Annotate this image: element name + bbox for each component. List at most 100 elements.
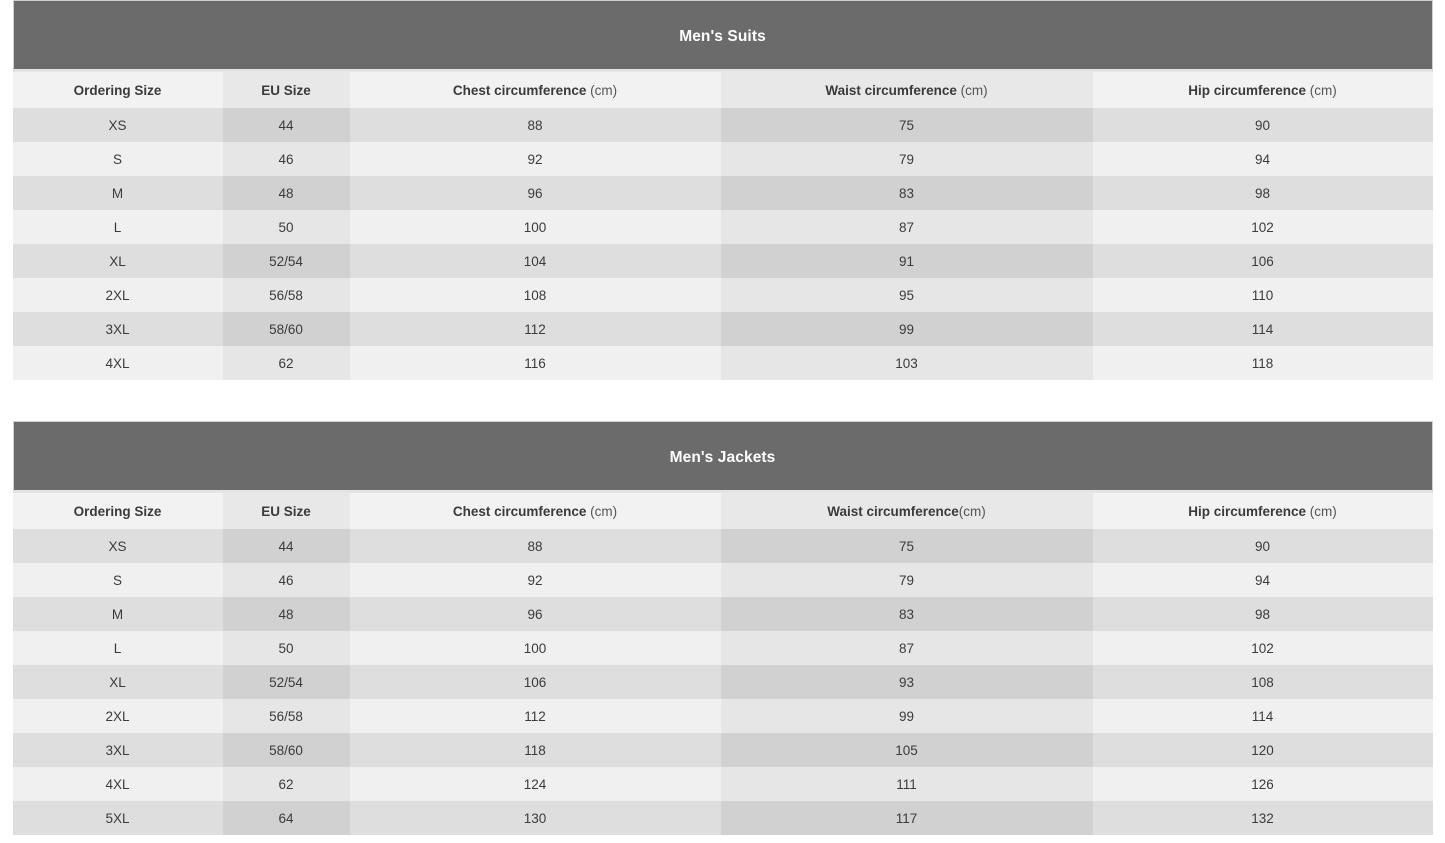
column-header-label: EU Size — [261, 82, 311, 98]
column-header-label: Hip circumference — [1188, 82, 1307, 98]
ordering-size-cell: XL — [12, 244, 223, 278]
measurement-cell: 132 — [1092, 801, 1433, 835]
ordering-size-cell: S — [12, 563, 223, 597]
ordering-size-cell: L — [12, 631, 223, 665]
column-header-label: Chest circumference — [452, 82, 587, 98]
table-row: L 50 100 87 102 — [12, 631, 1433, 665]
measurement-cell: 83 — [720, 597, 1093, 631]
column-header-label: Ordering Size — [73, 503, 162, 519]
measurement-cell: 114 — [1092, 699, 1433, 733]
measurement-cell: 95 — [720, 278, 1093, 312]
measurement-cell: 110 — [1092, 278, 1433, 312]
table-row: L 50 100 87 102 — [12, 210, 1433, 244]
measurement-cell: 116 — [349, 346, 721, 380]
column-header: EU Size — [222, 72, 350, 108]
table-row: S 46 92 79 94 — [12, 563, 1433, 597]
table-row: 2XL 56/58 108 95 110 — [12, 278, 1433, 312]
measurement-cell: 62 — [222, 767, 350, 801]
measurement-cell: 99 — [720, 699, 1093, 733]
size-table: Ordering Size EU Size Chest circumference … — [12, 493, 1433, 835]
column-header: EU Size — [222, 493, 350, 529]
table-row: 2XL 56/58 112 99 114 — [12, 699, 1433, 733]
table-title: Men's Jackets — [12, 421, 1433, 493]
measurement-cell: 50 — [222, 210, 350, 244]
table-row: S 46 92 79 94 — [12, 142, 1433, 176]
measurement-cell: 58/60 — [222, 733, 350, 767]
measurement-cell: 108 — [1092, 665, 1433, 699]
column-header: Hip circumference (cm) — [1092, 493, 1433, 529]
ordering-size-cell: XL — [12, 665, 223, 699]
ordering-size-cell: 5XL — [12, 801, 223, 835]
ordering-size-cell: 4XL — [12, 767, 223, 801]
ordering-size-cell: 3XL — [12, 733, 223, 767]
measurement-cell: 100 — [349, 631, 721, 665]
column-header-unit: (cm) — [586, 503, 618, 519]
table-row: XS 44 88 75 90 — [12, 108, 1433, 142]
measurement-cell: 87 — [720, 210, 1093, 244]
measurement-cell: 120 — [1092, 733, 1433, 767]
measurement-cell: 108 — [349, 278, 721, 312]
column-header: Hip circumference (cm) — [1092, 72, 1433, 108]
measurement-cell: 44 — [222, 108, 350, 142]
ordering-size-cell: 4XL — [12, 346, 223, 380]
column-header-unit: (cm) — [1306, 503, 1337, 519]
column-header-label: Chest circumference — [452, 503, 587, 519]
column-header-label: Waist circumference — [825, 82, 957, 98]
measurement-cell: 92 — [349, 563, 721, 597]
measurement-cell: 87 — [720, 631, 1093, 665]
size-table-block: Men's Suits Ordering Size EU Size Chest cir… — [12, 0, 1433, 380]
measurement-cell: 56/58 — [222, 699, 350, 733]
column-header: Waist circumference(cm) — [720, 493, 1093, 529]
table-row: M 48 96 83 98 — [12, 176, 1433, 210]
measurement-cell: 106 — [1092, 244, 1433, 278]
column-header-label: Hip circumference — [1188, 503, 1307, 519]
measurement-cell: 111 — [720, 767, 1093, 801]
column-header: Waist circumference (cm) — [720, 72, 1093, 108]
measurement-cell: 124 — [349, 767, 721, 801]
column-header: Ordering Size — [12, 72, 223, 108]
measurement-cell: 58/60 — [222, 312, 350, 346]
column-header: Chest circumference (cm) — [349, 493, 721, 529]
ordering-size-cell: M — [12, 176, 223, 210]
column-header-unit: (cm) — [586, 82, 618, 98]
size-table-block: Men's Jackets Ordering Size EU Size Chest c… — [12, 421, 1433, 835]
measurement-cell: 105 — [720, 733, 1093, 767]
table-row: 3XL 58/60 118 105 120 — [12, 733, 1433, 767]
measurement-cell: 88 — [349, 108, 721, 142]
measurement-cell: 118 — [349, 733, 721, 767]
measurement-cell: 92 — [349, 142, 721, 176]
measurement-cell: 94 — [1092, 563, 1433, 597]
measurement-cell: 126 — [1092, 767, 1433, 801]
column-header-unit: (cm) — [1306, 82, 1337, 98]
ordering-size-cell: XS — [12, 529, 223, 563]
column-header: Chest circumference (cm) — [349, 72, 721, 108]
ordering-size-cell: 2XL — [12, 699, 223, 733]
measurement-cell: 103 — [720, 346, 1093, 380]
ordering-size-cell: 3XL — [12, 312, 223, 346]
ordering-size-cell: S — [12, 142, 223, 176]
ordering-size-cell: L — [12, 210, 223, 244]
measurement-cell: 83 — [720, 176, 1093, 210]
measurement-cell: 46 — [222, 142, 350, 176]
measurement-cell: 75 — [720, 108, 1093, 142]
table-row: XL 52/54 104 91 106 — [12, 244, 1433, 278]
measurement-cell: 114 — [1092, 312, 1433, 346]
measurement-cell: 130 — [349, 801, 721, 835]
measurement-cell: 96 — [349, 597, 721, 631]
measurement-cell: 44 — [222, 529, 350, 563]
table-row: 4XL 62 124 111 126 — [12, 767, 1433, 801]
column-header-label: EU Size — [261, 503, 311, 519]
table-header-row: Ordering Size EU Size Chest circumference … — [12, 72, 1433, 108]
measurement-cell: 91 — [720, 244, 1093, 278]
measurement-cell: 56/58 — [222, 278, 350, 312]
measurement-cell: 48 — [222, 176, 350, 210]
measurement-cell: 62 — [222, 346, 350, 380]
table-row: XL 52/54 106 93 108 — [12, 665, 1433, 699]
measurement-cell: 50 — [222, 631, 350, 665]
measurement-cell: 88 — [349, 529, 721, 563]
measurement-cell: 90 — [1092, 529, 1433, 563]
measurement-cell: 102 — [1092, 210, 1433, 244]
measurement-cell: 79 — [720, 563, 1093, 597]
table-row: 3XL 58/60 112 99 114 — [12, 312, 1433, 346]
